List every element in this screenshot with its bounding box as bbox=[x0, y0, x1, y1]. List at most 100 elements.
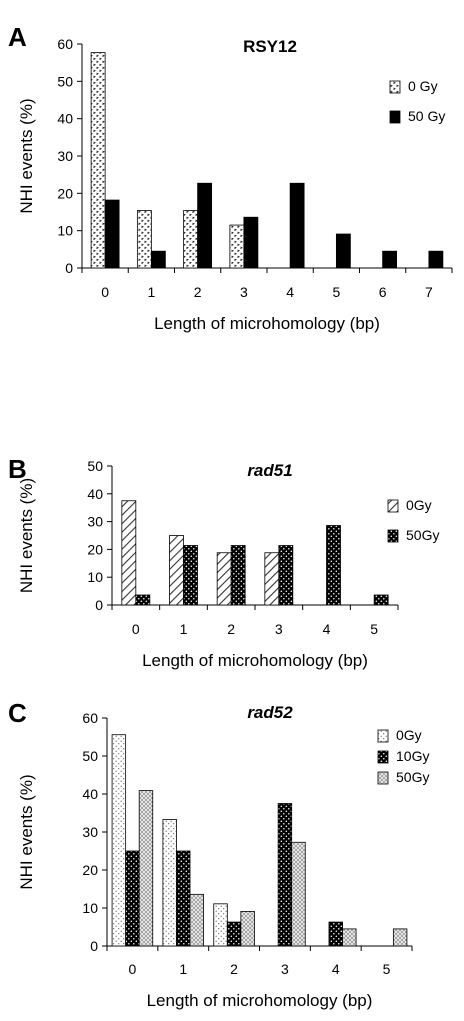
legend-swatch bbox=[389, 110, 401, 124]
y-tick-label: 0 bbox=[95, 597, 103, 613]
y-tick-label: 50 bbox=[82, 748, 98, 764]
x-tick-label: 4 bbox=[323, 621, 331, 637]
bar-50gy bbox=[326, 525, 341, 606]
bar-50gy bbox=[138, 790, 154, 947]
legend-label: 10Gy bbox=[396, 748, 429, 764]
legend-swatch bbox=[377, 729, 389, 743]
y-tick-label: 40 bbox=[82, 786, 98, 802]
x-tick-label: 1 bbox=[147, 284, 155, 300]
panel-letter: A bbox=[8, 22, 27, 52]
bar-0gy bbox=[229, 224, 245, 269]
x-tick-label: 0 bbox=[129, 961, 137, 977]
bar-50gy bbox=[104, 199, 120, 269]
x-axis-label: Length of microhomology (bp) bbox=[147, 991, 373, 1010]
bar-50gy bbox=[240, 911, 255, 947]
legend-swatch bbox=[389, 80, 401, 94]
x-tick-label: 2 bbox=[194, 284, 202, 300]
y-tick-label: 0 bbox=[65, 260, 73, 276]
bar-0gy bbox=[216, 552, 232, 606]
x-tick-label: 3 bbox=[281, 961, 289, 977]
legend-swatch bbox=[387, 499, 399, 513]
chart-title: RSY12 bbox=[243, 37, 297, 56]
legend-label: 50Gy bbox=[396, 769, 429, 785]
y-tick-label: 10 bbox=[82, 900, 98, 916]
bar-50gy bbox=[392, 928, 408, 947]
bar-50gy bbox=[382, 250, 398, 269]
y-tick-label: 10 bbox=[57, 223, 73, 239]
bar-50gy bbox=[342, 928, 357, 947]
bar-0gy bbox=[183, 210, 199, 269]
bar-50gy bbox=[197, 182, 213, 269]
y-tick-label: 20 bbox=[82, 862, 98, 878]
bar-0gy bbox=[136, 210, 152, 269]
panel-letter: B bbox=[8, 454, 27, 484]
bar-0gy bbox=[111, 734, 127, 947]
y-tick-label: 10 bbox=[87, 569, 103, 585]
x-tick-label: 5 bbox=[383, 961, 391, 977]
bar-0gy bbox=[162, 819, 177, 947]
bar-0gy bbox=[169, 535, 184, 606]
x-tick-label: 4 bbox=[332, 961, 340, 977]
bar-50gy bbox=[278, 545, 294, 606]
bar-0gy bbox=[213, 903, 228, 947]
x-axis-label: Length of microhomology (bp) bbox=[142, 651, 368, 670]
bar-0gy bbox=[121, 500, 137, 606]
legend-swatch bbox=[387, 529, 399, 543]
y-tick-label: 40 bbox=[57, 111, 73, 127]
bar-50gy bbox=[428, 250, 444, 269]
x-tick-label: 2 bbox=[227, 621, 235, 637]
x-tick-label: 3 bbox=[240, 284, 248, 300]
y-tick-label: 60 bbox=[57, 36, 73, 52]
bar-50gy bbox=[189, 893, 204, 947]
bar-50gy bbox=[183, 545, 198, 606]
y-axis-label: NHI events (%) bbox=[17, 774, 36, 889]
x-tick-label: 1 bbox=[179, 961, 187, 977]
x-tick-label: 3 bbox=[275, 621, 283, 637]
bar-0gy bbox=[264, 552, 280, 606]
panel-letter: C bbox=[8, 698, 27, 728]
legend-label: 0 Gy bbox=[408, 78, 438, 94]
bar-10gy bbox=[226, 921, 242, 947]
y-tick-label: 20 bbox=[57, 185, 73, 201]
y-tick-label: 20 bbox=[87, 541, 103, 557]
bar-50gy bbox=[291, 841, 306, 947]
bar-50gy bbox=[150, 250, 166, 269]
y-tick-label: 60 bbox=[82, 710, 98, 726]
y-tick-label: 40 bbox=[87, 486, 103, 502]
legend-swatch bbox=[377, 750, 389, 764]
x-tick-label: 0 bbox=[132, 621, 140, 637]
y-tick-label: 30 bbox=[87, 514, 103, 530]
legend-label: 0Gy bbox=[396, 727, 422, 743]
y-tick-label: 50 bbox=[57, 73, 73, 89]
bar-50gy bbox=[230, 545, 246, 606]
bar-10gy bbox=[328, 921, 343, 947]
x-tick-label: 5 bbox=[370, 621, 378, 637]
x-tick-label: 0 bbox=[101, 284, 109, 300]
bar-50gy bbox=[289, 182, 305, 269]
x-axis-label: Length of microhomology (bp) bbox=[154, 314, 380, 333]
bar-10gy bbox=[125, 850, 140, 947]
chart-title: rad51 bbox=[247, 461, 292, 480]
legend-label: 50 Gy bbox=[408, 108, 445, 124]
bar-50gy bbox=[135, 594, 151, 606]
x-tick-label: 7 bbox=[425, 284, 433, 300]
x-tick-label: 2 bbox=[230, 961, 238, 977]
y-tick-label: 0 bbox=[90, 938, 98, 954]
legend-swatch bbox=[377, 771, 389, 785]
x-tick-label: 6 bbox=[379, 284, 387, 300]
x-tick-label: 4 bbox=[286, 284, 294, 300]
bar-50gy bbox=[243, 216, 259, 269]
y-axis-label: NHI events (%) bbox=[17, 478, 36, 593]
x-tick-label: 1 bbox=[180, 621, 188, 637]
x-tick-label: 5 bbox=[332, 284, 340, 300]
bar-50gy bbox=[373, 594, 389, 606]
legend-label: 0Gy bbox=[406, 497, 432, 513]
y-tick-label: 30 bbox=[57, 148, 73, 164]
y-tick-label: 50 bbox=[87, 458, 103, 474]
bar-0gy bbox=[90, 52, 106, 269]
chart-title: rad52 bbox=[247, 703, 293, 722]
bar-10gy bbox=[176, 850, 191, 947]
y-tick-label: 30 bbox=[82, 824, 98, 840]
bar-10gy bbox=[277, 803, 293, 947]
